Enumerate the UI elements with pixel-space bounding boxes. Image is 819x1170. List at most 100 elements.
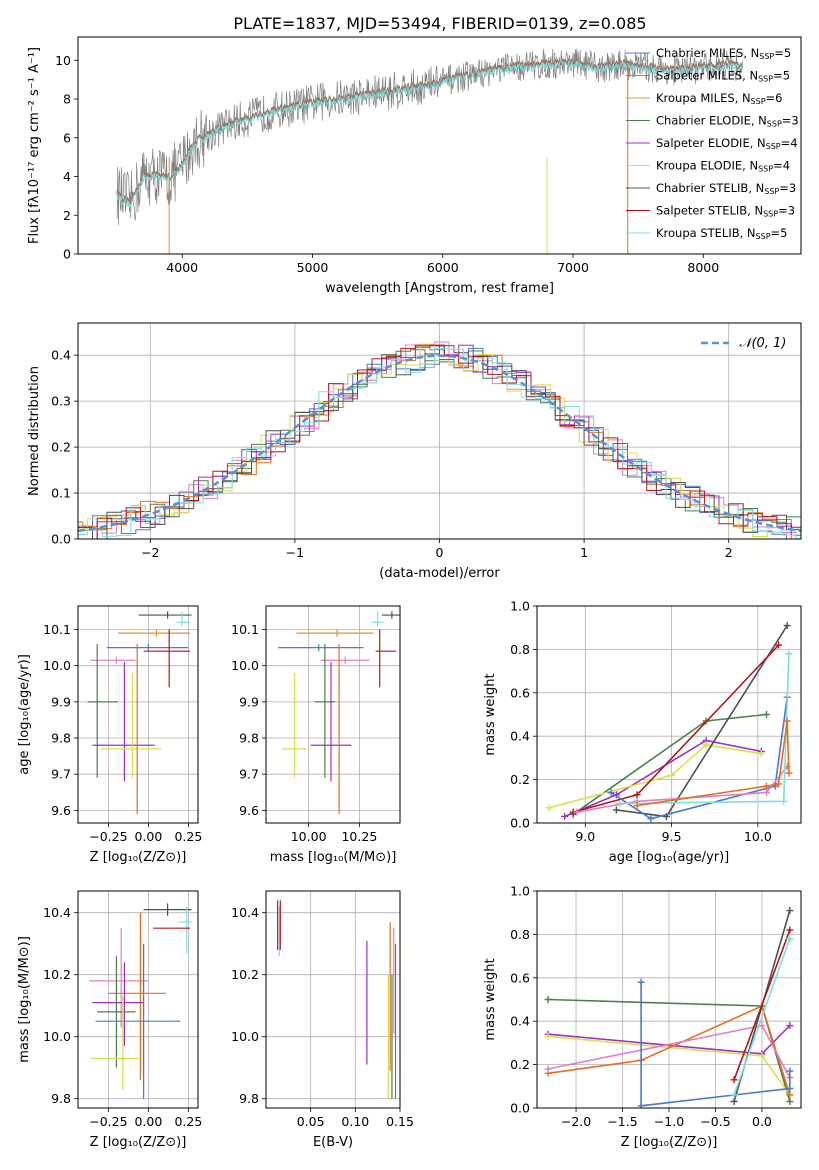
x-tick-label: 0.00	[134, 829, 162, 844]
weight-line	[640, 982, 791, 1107]
x-tick-label: 4000	[166, 260, 198, 275]
x-tick-label: 9.5	[662, 829, 682, 844]
plot-area	[537, 891, 801, 1108]
y-tick-label: 0.0	[510, 816, 530, 831]
x-tick-label: 0	[436, 545, 444, 560]
x-tick-label: 0.10	[341, 1114, 369, 1129]
weight-line	[548, 744, 762, 809]
y-tick-label: 0.8	[510, 642, 530, 657]
plot-area	[78, 323, 801, 539]
y-tick-label: 9.6	[51, 803, 71, 818]
y-tick-label: 6	[63, 130, 71, 145]
x-tick-label: 9.0	[575, 829, 595, 844]
histogram-step	[78, 344, 801, 539]
weight-line	[733, 929, 791, 1081]
panel-ebv-mass: 0.05 0.10 0.15 9.8 10.0 10.2 10.4 E(B-V)	[231, 890, 414, 1150]
weight-marker	[780, 797, 788, 805]
y-tick-label: 0.0	[510, 1101, 530, 1116]
y-axis-label: age [log₁₀(age/yr)]	[17, 654, 32, 775]
y-tick-label: 9.8	[239, 1091, 259, 1106]
axes-frame	[77, 322, 802, 540]
weight-line	[733, 938, 791, 1096]
y-tick-label: 10.2	[231, 967, 259, 982]
y-tick-label: 10	[55, 53, 71, 68]
y-tick-label: 9.8	[51, 1091, 71, 1106]
panel-residuals: −2 −1 0 1 2 0.0 0.1 0.2 0.3 0.4 (data-model)/error…	[27, 322, 802, 581]
y-axis-label: mass weight	[483, 673, 498, 755]
weight-marker	[786, 1022, 794, 1030]
weight-marker	[786, 1067, 794, 1075]
weight-marker	[573, 808, 581, 816]
plot-area	[78, 891, 198, 1108]
x-tick-label: 1	[580, 545, 588, 560]
figure-title: PLATE=1837, MJD=53494, FIBERID=0139, z=0…	[233, 14, 646, 33]
histogram-step	[78, 346, 801, 539]
x-axis-label: E(B-V)	[313, 1135, 353, 1150]
y-tick-label: 9.8	[239, 731, 259, 746]
x-tick-label: 0.25	[174, 829, 202, 844]
x-tick-label: 8000	[687, 260, 719, 275]
y-tick-label: 10.2	[43, 967, 71, 982]
x-tick-label: 0.15	[386, 1114, 414, 1129]
x-tick-label: 10.25	[341, 829, 377, 844]
x-axis-label: Z [log₁₀(Z/Z⊙)]	[621, 1135, 718, 1150]
x-tick-label: 0.0	[752, 1114, 772, 1129]
y-tick-label: 2	[63, 208, 71, 223]
weight-marker	[758, 1052, 766, 1060]
legend-label: Salpeter ELODIE, NSSP=4	[656, 136, 798, 151]
weight-marker	[637, 978, 645, 986]
axes-frame	[265, 605, 401, 824]
normal-curve	[78, 354, 801, 533]
panel-spectrum: 4000 5000 6000 7000 8000 0 2 4 6 8 10 wavelength [A…	[27, 36, 802, 296]
axes-frame	[77, 605, 199, 824]
x-tick-label: 6000	[427, 260, 459, 275]
weight-marker	[545, 804, 553, 812]
weight-marker	[633, 791, 641, 799]
x-tick-label: 2	[725, 545, 733, 560]
plot-area	[266, 606, 400, 823]
weight-marker	[616, 799, 624, 807]
legend-label: Chabrier ELODIE, NSSP=3	[656, 114, 799, 129]
plot-area	[266, 891, 400, 1108]
model-spectrum-line	[116, 60, 743, 208]
y-tick-label: 1.0	[510, 599, 530, 614]
y-tick-label: 0.4	[51, 348, 71, 363]
plot-area	[116, 48, 743, 254]
x-tick-label: −2	[141, 545, 159, 560]
histogram-step	[78, 345, 801, 539]
y-tick-label: 9.7	[51, 767, 71, 782]
y-tick-label: 9.8	[51, 731, 71, 746]
y-tick-label: 0.2	[510, 772, 530, 787]
histogram-step	[78, 344, 801, 539]
weight-marker	[786, 1084, 794, 1092]
weight-line	[576, 766, 788, 813]
x-tick-label: −1.5	[607, 1114, 637, 1129]
weight-marker	[730, 1097, 738, 1105]
weight-line	[616, 625, 788, 818]
weight-marker	[785, 650, 793, 658]
weight-marker	[612, 806, 620, 814]
weight-marker	[783, 717, 791, 725]
weight-line	[564, 739, 762, 818]
y-tick-label: 10.1	[231, 622, 259, 637]
y-tick-label: 0.4	[510, 729, 530, 744]
y-tick-label: 9.7	[239, 767, 259, 782]
weight-line	[572, 644, 780, 813]
legend-label: Chabrier MILES, NSSP=5	[656, 46, 791, 61]
y-tick-label: 9.9	[239, 694, 259, 709]
x-tick-label: 10.00	[291, 829, 327, 844]
weight-marker	[762, 711, 770, 718]
x-tick-label: −0.25	[89, 829, 127, 844]
data-spectrum-line	[116, 48, 743, 226]
y-tick-label: 10.4	[231, 905, 259, 920]
weight-marker	[786, 935, 794, 943]
weight-marker	[762, 782, 770, 790]
axes-frame	[77, 36, 802, 255]
axes-frame	[536, 890, 802, 1109]
y-tick-label: 0.0	[51, 532, 71, 547]
weight-line	[619, 653, 790, 805]
plot-area	[78, 606, 198, 823]
panel-mass-age: 10.00 10.25 9.6 9.7 9.8 9.9 10.0 10.1 mass [log₁…	[231, 605, 401, 865]
weight-marker	[544, 996, 552, 1003]
y-axis-label: Flux [fλ10⁻¹⁷ erg cm⁻² s⁻¹ A⁻¹]	[27, 47, 42, 244]
